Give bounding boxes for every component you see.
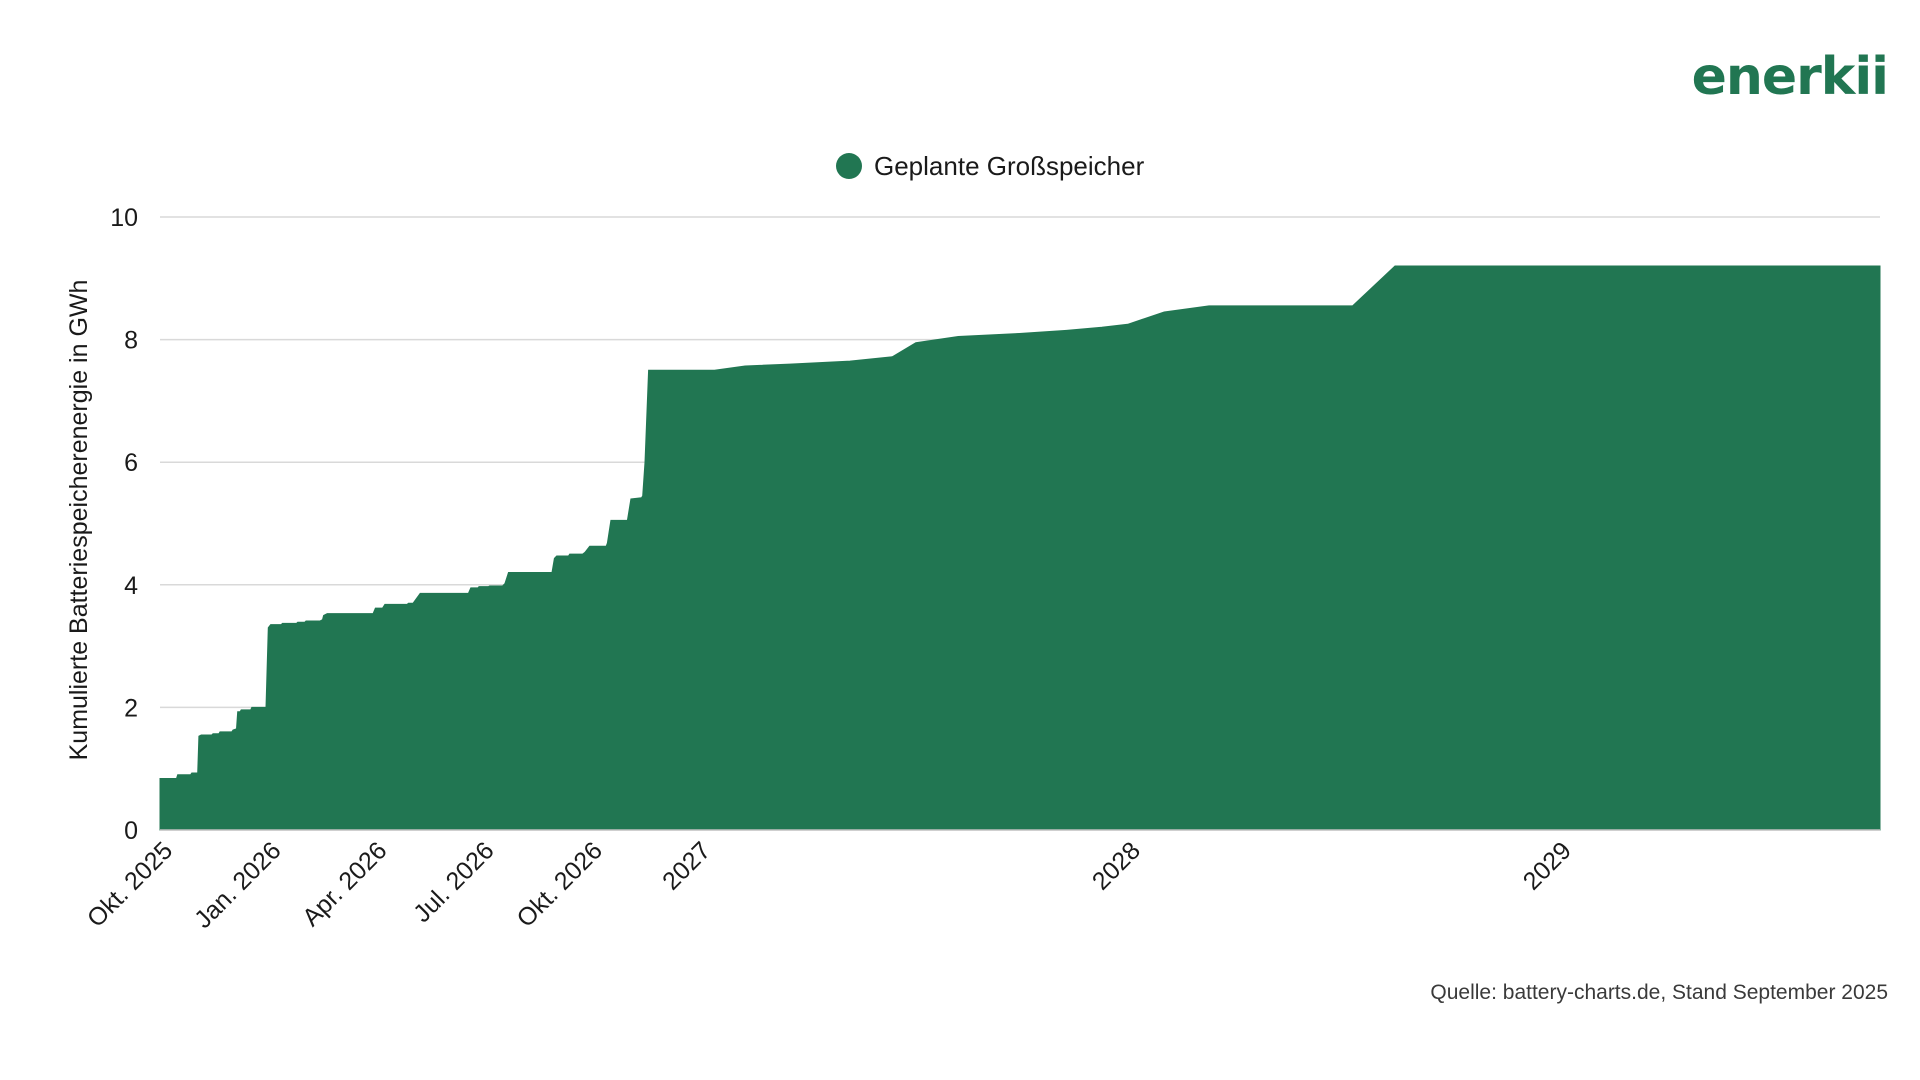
x-tick-label: Jul. 2026 bbox=[408, 836, 500, 928]
y-axis-ticks: 0 2 4 6 8 10 bbox=[110, 204, 138, 845]
x-tick-label: 2028 bbox=[1087, 836, 1146, 895]
x-tick-label: Apr. 2026 bbox=[297, 836, 392, 931]
y-tick-label: 8 bbox=[124, 327, 138, 355]
y-tick-label: 0 bbox=[124, 817, 138, 845]
y-tick-label: 10 bbox=[110, 204, 138, 232]
y-tick-label: 4 bbox=[124, 572, 138, 600]
y-tick-label: 2 bbox=[124, 694, 138, 722]
series-area bbox=[159, 265, 1881, 831]
legend-label: Geplante Großspeicher bbox=[874, 151, 1145, 181]
x-tick-label: 2029 bbox=[1518, 836, 1577, 895]
x-tick-label: Okt. 2026 bbox=[511, 836, 607, 932]
y-tick-label: 6 bbox=[124, 449, 138, 477]
x-axis-ticks: Okt. 2025 Jan. 2026 Apr. 2026 Jul. 2026 Okt.… bbox=[82, 836, 1577, 933]
x-tick-label: Jan. 2026 bbox=[189, 836, 286, 933]
legend-swatch bbox=[836, 153, 862, 179]
area-series-geplante-grossspeicher bbox=[159, 265, 1881, 831]
legend: Geplante Großspeicher bbox=[836, 151, 1145, 181]
x-tick-label: 2027 bbox=[657, 836, 716, 895]
x-tick-label: Okt. 2025 bbox=[82, 836, 178, 932]
source-note: Quelle: battery-charts.de, Stand Septemb… bbox=[1430, 981, 1888, 1004]
y-axis-title: Kumulierte Batteriespeicherenergie in GW… bbox=[65, 280, 93, 761]
brand-logo: enerkii bbox=[1692, 47, 1888, 107]
